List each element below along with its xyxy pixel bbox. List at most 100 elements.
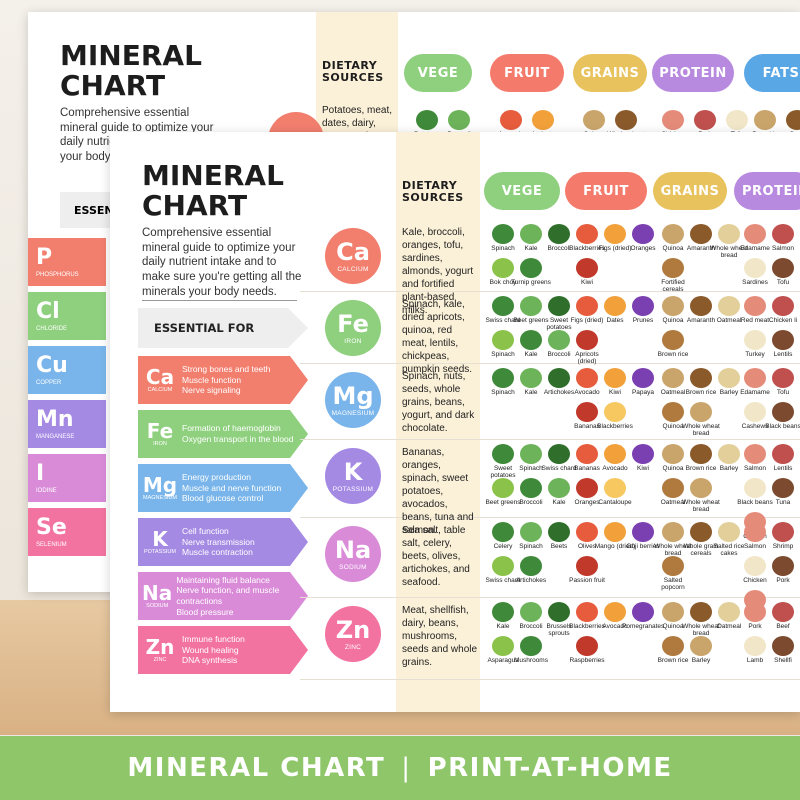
food-label: Tofu [776,279,790,286]
bottom-banner: MINERAL CHART | PRINT-AT-HOME [0,736,800,800]
food-item: Whole wheat bread [652,522,694,558]
food-icon [632,602,654,622]
food-icon [690,636,712,656]
food-icon [604,224,626,244]
essential-bar-zn: Zn ZINC Immune function Wound healing DNA sy… [138,626,308,674]
back-intro: Comprehensive essential mineral guide to… [60,107,214,164]
food-icon [772,402,794,422]
mineral-symbol: Na [334,535,372,564]
food-item: Kale [510,224,552,253]
food-label: Prunes [632,317,654,324]
food-item: Blackberries [566,224,608,253]
mineral-symbol: Mg [332,381,374,410]
food-item: Pomegranates [622,602,664,631]
food-item: Avocado [594,602,636,631]
food-label: Quinoa [662,465,684,472]
food-item: Swiss chard [538,444,580,473]
pill-vege: VEGE [484,172,560,210]
food-label: Broccoli [519,499,543,506]
food-label: Raspberries [569,657,605,664]
food-icon [604,402,626,422]
food-item: Swiss chard [482,556,524,585]
food-label: Salted popcorn [661,577,685,591]
food-label: Artichokes [543,389,575,396]
essential-bar-fe: Fe IRON Formation of haemoglobin Oxygen tra… [138,410,308,458]
food-label: Pork [748,623,762,630]
food-icon [662,330,684,350]
row-divider [300,597,800,598]
mineral-symbol: Ca [336,237,370,266]
food-icon [548,296,570,316]
food-label: Figs (dried) [570,317,604,324]
food-item: Oatmeal [652,368,694,397]
food-icon [576,330,598,350]
food-icon [744,602,766,622]
food-label: Fortified cereals [661,279,685,293]
food-label: Shellfi [774,657,792,664]
food-icon [604,478,626,498]
essential-effects: Immune function Wound healing DNA synthesi… [182,634,245,666]
food-label: Salmon [743,465,767,472]
food-icon [772,224,794,244]
food-icon [690,296,712,316]
back-tile-name: IODINE [36,487,57,494]
mineral-sources-text: Sea salt, table salt, celery, beets, oli… [402,525,470,588]
food-label: Sweet potatoes [546,317,572,331]
food-item: Blackberries [566,602,608,631]
food-icon [548,224,570,244]
food-label: Oatmeal [716,623,742,630]
food-label: Sardines [742,279,768,286]
food-label: Whole wheat bread [710,245,748,259]
food-item: Whole grain cereals [680,522,722,558]
back-pill-fruit: FRUIT [490,54,564,92]
food-icon [744,636,766,656]
food-icon [718,444,740,464]
back-dietary-sources-header: DIETARY SOURCES [322,60,384,83]
food-label: Tuna [775,499,791,506]
food-icon [492,522,514,542]
food-item: Amaranth [680,224,722,253]
food-icon [754,110,776,130]
essential-symbol: Mg MAGNESIUM [138,475,182,502]
food-label: Brown rice [657,657,689,664]
food-icon [632,444,654,464]
effect-line: Blood glucose control [182,493,264,504]
food-item: Beet greens [482,478,524,507]
essential-effects: Energy production Muscle and nerve functi… [182,472,281,504]
food-item: Papaya [622,368,664,397]
pill-grains: GRAINS [653,172,727,210]
food-icon [520,522,542,542]
back-tile-name: SELENIUM [36,541,67,548]
food-icon [786,110,800,130]
food-icon [576,444,598,464]
food-icon [690,522,712,542]
food-item: Kale [510,368,552,397]
back-pill-grains: GRAINS [573,54,647,92]
food-icon [726,110,748,130]
food-label: Edamame [740,245,770,252]
food-label: Whole wheat bread [682,499,720,513]
food-icon [520,556,542,576]
back-tile-name: MANGANESE [36,433,75,440]
food-item: Spinach [510,522,552,551]
food-icon [492,478,514,498]
sources-column [396,132,480,712]
food-label: Quinoa [662,317,684,324]
food-icon [772,636,794,656]
food-label: Olives [577,543,597,550]
food-item: Kiwi [594,368,636,397]
food-item: Prunes [622,296,664,325]
food-item: Figs (dried) [594,224,636,253]
food-icon [548,522,570,542]
banner-left-text: MINERAL CHART [127,753,386,783]
back-title-line1: MINERAL [60,39,202,72]
food-icon [615,110,637,130]
back-tile-cl: Cl CHLORIDE [28,292,106,340]
back-title: MINERAL CHART [60,42,202,100]
front-sheet: MINERAL CHART Comprehensive essential mi… [110,132,800,712]
food-label: Brown rice [685,389,717,396]
food-label: Dates [606,317,624,324]
mineral-name: CALCIUM [337,265,369,273]
food-icon [690,478,712,498]
food-label: Avocado [574,389,600,396]
